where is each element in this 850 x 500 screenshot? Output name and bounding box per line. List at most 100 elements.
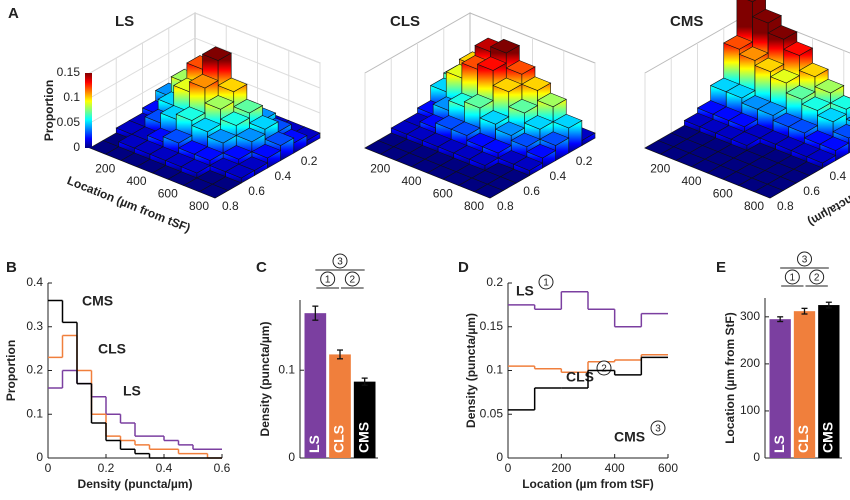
y-tick-label: 0.1 [278, 362, 295, 376]
bar-label: CMS [820, 422, 836, 453]
series-label: CMS [614, 429, 645, 445]
y-tick-label: 0.8 [777, 199, 794, 213]
x-tick-label: 800 [189, 199, 209, 213]
marker-circle [596, 360, 612, 376]
bar-top [180, 158, 211, 174]
marker-circle [332, 253, 348, 269]
bar-top [162, 128, 193, 144]
bar-top [513, 156, 544, 171]
bar [806, 148, 837, 169]
error-bar [361, 377, 368, 386]
y-tick-label: 0.2 [26, 363, 43, 377]
x-axis-label: Location (µm from tSF) [522, 477, 654, 491]
bar [198, 183, 229, 199]
marker-label: 2 [601, 364, 607, 375]
y-tick-label: 0.2 [301, 154, 318, 168]
bar-top [224, 163, 256, 179]
marker-circle [650, 420, 666, 436]
error-bar [777, 316, 784, 323]
x-tick-label: 400 [126, 174, 146, 188]
bar-top [235, 127, 266, 143]
marker-label: 3 [802, 255, 808, 266]
x-tick-label: 0 [45, 461, 52, 475]
y-axis-label: Location (µm from StF) [723, 312, 737, 444]
bar-top [193, 146, 224, 161]
x-tick-label: 0.4 [156, 461, 173, 475]
bar-top [201, 46, 232, 61]
bar-top [489, 38, 521, 54]
error-bar [337, 349, 343, 360]
bar-label: LS [306, 435, 322, 453]
grid-line [89, 12, 321, 74]
bar-top [785, 85, 816, 100]
bar-top [508, 98, 539, 114]
y-tick-label: 0.8 [222, 199, 239, 213]
y-tick-label: 0.2 [576, 154, 593, 168]
y-tick-label: 0 [288, 450, 295, 464]
bar-top [783, 41, 814, 56]
bar-top [832, 123, 850, 139]
marker-label: 2 [350, 275, 356, 286]
panel-letter: C [256, 259, 267, 276]
panel-letter: E [716, 259, 726, 276]
y-tick-label: 0.8 [497, 199, 514, 213]
y-axis-label: Density (puncta/µm) [464, 313, 478, 428]
bar-top [788, 118, 819, 134]
marker-label: 3 [655, 424, 661, 435]
marker-circle [809, 269, 825, 285]
panel-letter: D [458, 259, 469, 276]
x-tick-label: 0.6 [214, 461, 231, 475]
x-tick-label: 0 [505, 461, 512, 475]
bar [473, 183, 504, 199]
bar-top [769, 68, 801, 84]
bar-top [198, 183, 229, 199]
bar-top [505, 60, 536, 75]
series-label: LS [516, 283, 534, 299]
bar-top [526, 143, 557, 159]
bar [818, 305, 840, 458]
y-tick-label: 300 [740, 309, 760, 323]
series-label: CLS [566, 369, 594, 385]
y-tick-label: 0 [753, 450, 760, 464]
bar-top [217, 77, 248, 93]
bar [180, 158, 211, 179]
bar [304, 313, 327, 458]
bar-top [521, 76, 552, 91]
bar-top [738, 46, 769, 61]
y-axis-label: Density (puncta/µm) [258, 322, 272, 437]
bar-top [536, 92, 567, 108]
marker-label: 2 [814, 273, 820, 284]
bar [513, 156, 544, 177]
bar-top [188, 73, 219, 89]
grid-line [89, 37, 321, 99]
y-tick-label: 0.05 [480, 406, 504, 420]
bar-top [754, 57, 785, 73]
x-tick-label: 800 [744, 199, 764, 213]
bar-top [479, 110, 510, 125]
bar-top [481, 138, 512, 154]
bar-top [233, 98, 264, 114]
bar-top [819, 136, 850, 151]
x-tick-label: 400 [605, 461, 625, 475]
y-tick-label: 0.6 [248, 184, 265, 198]
bar-top [494, 121, 526, 136]
bar-top [728, 112, 759, 128]
x-axis-label: Density (puncta/µm) [78, 477, 193, 491]
x-tick-label: 400 [401, 174, 421, 188]
z-axis-label: Proportion [42, 80, 56, 141]
bar-label: LS [771, 435, 787, 453]
x-tick-label: 200 [95, 162, 115, 176]
x-tick-label: 600 [158, 187, 178, 201]
bar [468, 151, 499, 172]
y-tick-label: 0.4 [26, 275, 43, 289]
x-tick-label: 200 [650, 162, 670, 176]
bar-top [725, 83, 756, 99]
error-bar [825, 301, 832, 309]
bar-top [798, 62, 829, 78]
bar-top [523, 115, 554, 130]
bar-top [753, 183, 784, 199]
y-tick-label: 0.4 [550, 169, 567, 183]
marker-circle [538, 274, 554, 290]
chart-title: LS [115, 13, 134, 30]
bar-top [206, 128, 237, 144]
